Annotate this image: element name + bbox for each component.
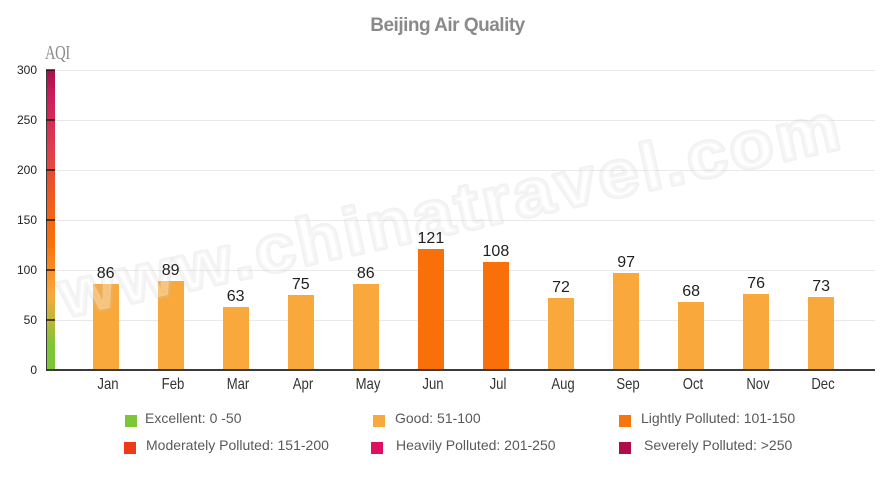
svg-text:www.chinatravel.com: www.chinatravel.com	[51, 88, 849, 332]
